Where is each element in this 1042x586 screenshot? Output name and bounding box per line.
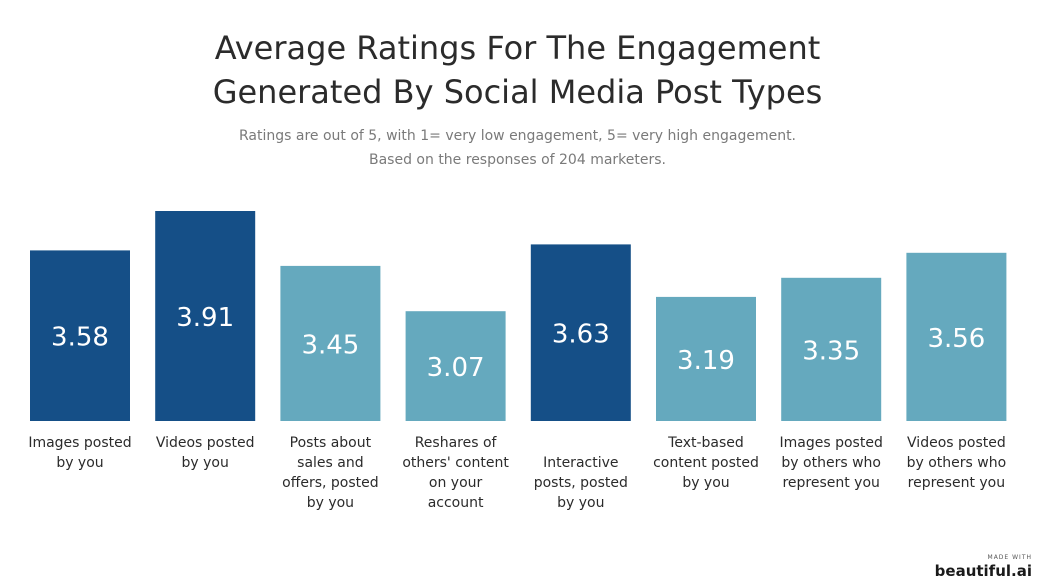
bar-3	[280, 265, 381, 421]
bar-6	[656, 296, 756, 421]
bar-7	[781, 277, 882, 421]
chart-subtitle: Ratings are out of 5, with 1= very low e…	[0, 124, 1035, 172]
bar-value-label-7: 3.35	[802, 336, 860, 366]
chart-title: Average Ratings For The Engagement Gener…	[0, 26, 1035, 114]
bar-value-label-8: 3.56	[927, 324, 985, 354]
bar-value-label-2: 3.91	[176, 303, 234, 333]
category-label-5: Interactive posts, posted by you	[533, 455, 628, 511]
category-label-3: Posts about sales and offers, posted by …	[282, 435, 379, 511]
made-with-watermark: MADE WITH beautiful.ai	[935, 554, 1032, 580]
category-label-8: Videos posted by others who represent yo…	[906, 435, 1007, 491]
brand-logo-text: beautiful.ai	[934, 562, 1032, 580]
bar-value-label-4: 3.07	[427, 353, 485, 383]
made-with-text: MADE WITH	[987, 554, 1032, 561]
chart-title-line-1: Average Ratings For The Engagement	[214, 29, 821, 67]
chart-subtitle-line-2: Based on the responses of 204 marketers.	[369, 152, 666, 168]
category-label-6: Text-based content posted by you	[653, 435, 759, 491]
category-label-1: Images posted by you	[28, 435, 132, 471]
category-label-4: Reshares of others' content on your acco…	[402, 435, 509, 511]
bar-value-label-5: 3.63	[552, 320, 610, 350]
bar-value-label-6: 3.19	[677, 346, 735, 376]
bar-2	[155, 211, 256, 421]
bar-4	[405, 311, 506, 421]
bar-value-label-1: 3.58	[51, 323, 109, 353]
category-label-2: Videos posted by you	[155, 435, 255, 471]
chart-subtitle-line-1: Ratings are out of 5, with 1= very low e…	[238, 128, 797, 144]
bar-value-label-3: 3.45	[301, 330, 359, 360]
chart-title-line-2: Generated By Social Media Post Types	[212, 73, 823, 111]
bar-8	[906, 252, 1007, 421]
bar-5	[530, 244, 631, 421]
category-label-7: Images posted by others who represent yo…	[779, 435, 883, 491]
bar-1	[30, 250, 130, 421]
